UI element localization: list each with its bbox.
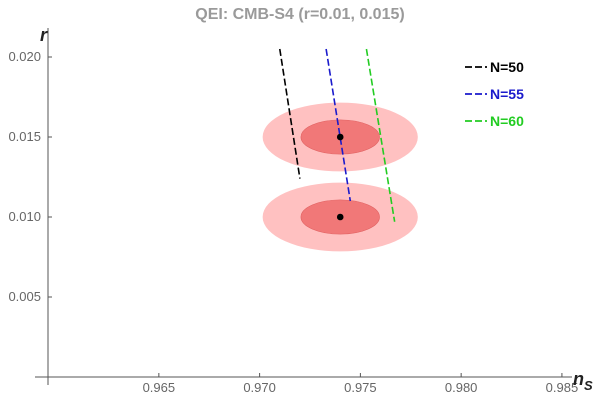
x-tick-label: 0.985 <box>546 380 579 395</box>
legend-label: N=55 <box>490 86 524 102</box>
legend: N=50 N=55 N=60 <box>465 59 524 129</box>
x-tick-label: 0.965 <box>143 380 176 395</box>
y-ticks: 0.005 0.010 0.015 0.020 <box>8 49 52 304</box>
y-tick-label: 0.010 <box>8 209 41 224</box>
x-axis-label-main: n <box>573 369 584 389</box>
x-axis-label-subscript: S <box>584 378 593 393</box>
x-ticks: 0.965 0.970 0.975 0.980 0.985 <box>143 373 579 395</box>
y-axis-label: r <box>40 25 48 45</box>
series-line-1 <box>278 48 301 179</box>
legend-label: N=50 <box>490 59 524 75</box>
y-tick-label: 0.020 <box>8 49 41 64</box>
x-axis-label: nS <box>573 369 593 393</box>
y-tick-label: 0.015 <box>8 129 41 144</box>
series-line-3 <box>365 48 396 222</box>
chart-title: QEI: CMB-S4 (r=0.01, 0.015) <box>195 6 404 23</box>
data-point-2 <box>336 213 344 221</box>
confidence-ellipses <box>262 102 418 252</box>
y-tick-label: 0.005 <box>8 289 41 304</box>
x-tick-label: 0.980 <box>445 380 478 395</box>
x-tick-label: 0.970 <box>243 380 276 395</box>
prediction-lines <box>278 48 396 222</box>
data-point-1 <box>336 133 344 141</box>
legend-label: N=60 <box>490 113 524 129</box>
fiducial-points <box>336 133 344 221</box>
series-line-2 <box>325 48 352 202</box>
x-tick-label: 0.975 <box>344 380 377 395</box>
